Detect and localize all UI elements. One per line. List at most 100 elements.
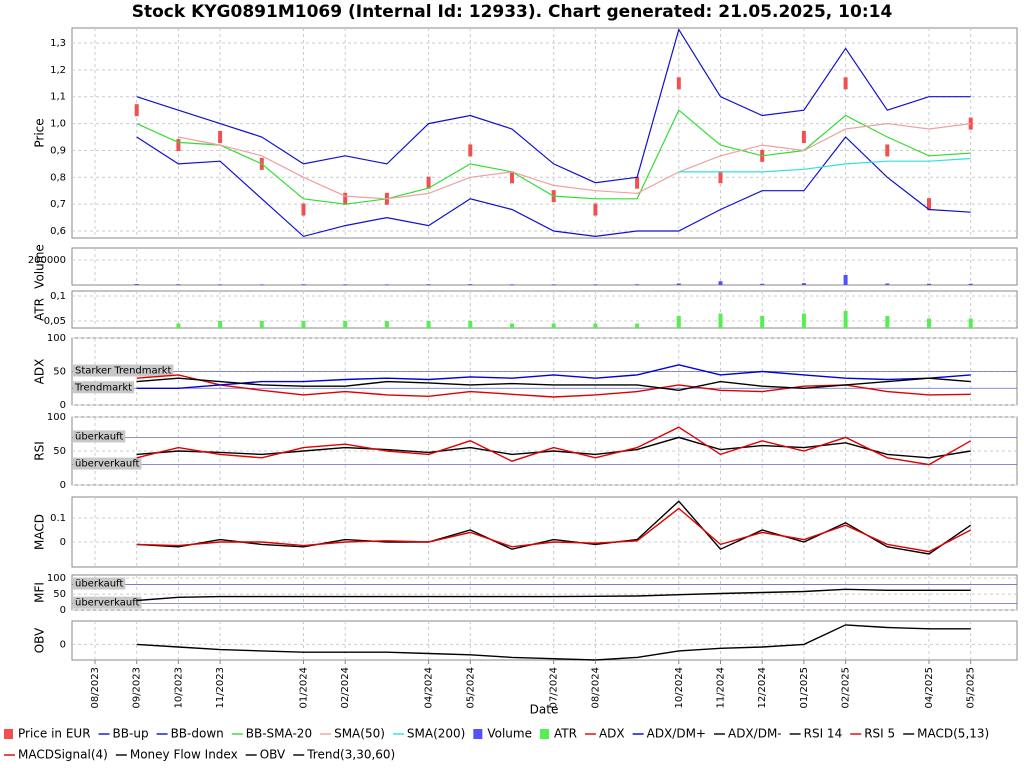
bar xyxy=(885,316,890,328)
threshold-label-bg xyxy=(73,381,135,394)
price-bar xyxy=(718,171,723,184)
panel-frame xyxy=(71,247,1018,286)
y-tick-label: 50 xyxy=(53,589,66,600)
threshold-label: überkauft xyxy=(75,579,123,590)
y-tick-label: 0,7 xyxy=(50,199,66,210)
x-tick-label: 10/2024 xyxy=(674,667,685,709)
bar xyxy=(676,283,681,285)
price-bar xyxy=(343,192,348,205)
bar xyxy=(801,283,806,285)
legend-label: BB-down xyxy=(171,727,224,741)
legend-label: ADX/DM+ xyxy=(647,727,706,741)
bar xyxy=(426,321,431,328)
bar xyxy=(551,284,556,286)
price-bar xyxy=(510,171,514,184)
price-bar xyxy=(843,77,848,90)
bar xyxy=(885,283,890,285)
x-tick-label: 05/2025 xyxy=(966,667,977,709)
y-tick-label: 100 xyxy=(47,333,66,344)
bar xyxy=(343,284,348,286)
x-tick-label: 09/2023 xyxy=(132,667,143,709)
series-line xyxy=(136,136,971,238)
legend-item: Price in EUR xyxy=(4,727,91,741)
price-bar xyxy=(593,203,598,216)
bar xyxy=(676,316,681,328)
y-tick-label: 0 xyxy=(60,537,66,548)
y-tick-label: 0,8 xyxy=(50,172,66,183)
legend-label: OBV xyxy=(260,748,286,762)
threshold-label-bg xyxy=(73,364,174,377)
legend-item: BB-down xyxy=(156,727,224,741)
legend-label: SMA(50) xyxy=(334,727,385,741)
price-bar xyxy=(301,203,306,216)
legend-label: BB-up xyxy=(113,727,149,741)
legend-item: Volume xyxy=(473,727,532,741)
series-line xyxy=(178,122,971,200)
x-axis-label: Date xyxy=(530,703,559,717)
legend-label: Trend(3,30,60) xyxy=(306,748,395,762)
bar xyxy=(760,283,765,285)
bar xyxy=(801,313,806,328)
bar xyxy=(468,321,473,328)
y-axis-label: Volume xyxy=(33,244,47,289)
y-axis-label: ADX xyxy=(33,359,47,385)
y-tick-label: 0 xyxy=(60,605,66,616)
series-line xyxy=(678,157,971,173)
legend-item: MACDSignal(4) xyxy=(4,748,108,762)
y-tick-label: 100 xyxy=(47,573,66,584)
legend-label: SMA(200) xyxy=(407,727,465,741)
price-bar xyxy=(801,131,806,144)
legend-label: MACD(5,13) xyxy=(917,727,989,741)
price-bar xyxy=(134,104,139,117)
threshold-label: überkauft xyxy=(75,431,123,442)
series-line xyxy=(136,588,971,602)
x-tick-label: 04/2025 xyxy=(924,667,935,709)
bar xyxy=(510,284,514,286)
series-line xyxy=(136,109,971,205)
bar xyxy=(927,283,931,285)
bar xyxy=(468,284,473,286)
legend-swatch xyxy=(539,729,549,739)
legend-swatch xyxy=(473,729,483,739)
legend-label: Volume xyxy=(487,727,532,741)
x-tick-label: 01/2024 xyxy=(299,667,310,709)
bar xyxy=(510,323,514,328)
panel-frame xyxy=(71,290,1018,329)
series-line xyxy=(136,436,971,459)
legend-item: RSI 5 xyxy=(850,727,895,741)
price-bar xyxy=(885,144,890,157)
threshold-label: Trendmarkt xyxy=(74,382,132,393)
series-line xyxy=(136,507,972,553)
bar xyxy=(134,284,139,285)
legend-label: MACDSignal(4) xyxy=(18,748,108,762)
legend-item: ADX xyxy=(584,727,625,741)
x-tick-label: 08/2024 xyxy=(590,667,601,709)
price-bar xyxy=(426,176,431,189)
bar xyxy=(593,323,598,328)
y-tick-label: 1,0 xyxy=(50,119,66,130)
legend-label: ADX xyxy=(599,727,625,741)
price-bar xyxy=(635,176,640,189)
y-tick-label: 0 xyxy=(60,480,66,491)
price-bar xyxy=(176,139,181,152)
bar xyxy=(718,313,723,328)
x-tick-label: 07/2024 xyxy=(549,667,560,709)
legend-item: Money Flow Index xyxy=(115,748,238,762)
y-tick-label: 50 xyxy=(53,367,66,378)
legend-item: ADX/DM- xyxy=(713,727,782,741)
x-tick-label: 12/2024 xyxy=(757,667,768,709)
x-tick-label: 04/2024 xyxy=(424,667,435,709)
legend-item: OBV xyxy=(245,748,286,762)
series-line xyxy=(136,28,971,184)
bar xyxy=(843,275,848,285)
x-tick-label: 01/2025 xyxy=(799,667,810,709)
bar xyxy=(635,284,640,286)
threshold-label: überverkauft xyxy=(75,459,140,470)
panel-frame xyxy=(71,620,1018,661)
bar xyxy=(927,318,931,328)
bar xyxy=(593,284,598,286)
legend-label: RSI 14 xyxy=(804,727,843,741)
bar xyxy=(218,321,223,328)
series-line xyxy=(136,500,972,555)
legend-item: ADX/DM+ xyxy=(632,727,706,741)
